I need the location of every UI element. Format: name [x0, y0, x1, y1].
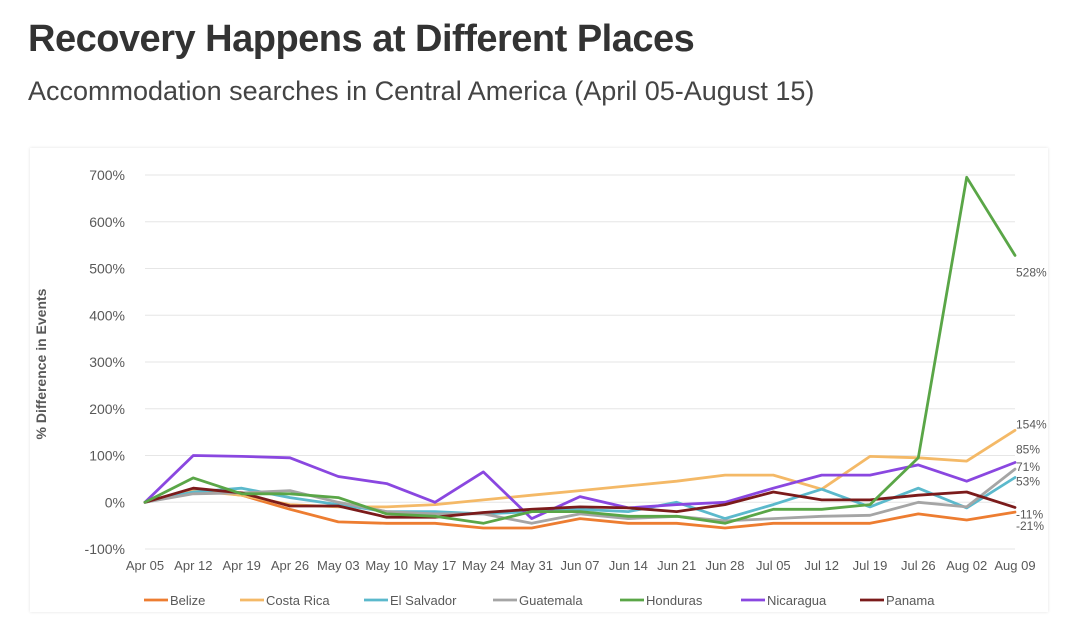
- legend-label-honduras: Honduras: [646, 593, 703, 608]
- legend-label-belize: Belize: [170, 593, 205, 608]
- line-chart: -100% 0% 100% 200% 300% 400% 500% 600% 700% Apr …: [33, 167, 1047, 608]
- x-tick-label: Jun 28: [705, 558, 744, 573]
- y-axis-label: % Difference in Events: [33, 288, 49, 439]
- end-label-belize: -21%: [1016, 519, 1044, 533]
- x-tick-label: Jun 21: [657, 558, 696, 573]
- x-tick-label: Apr 05: [126, 558, 164, 573]
- x-tick-label: May 31: [510, 558, 553, 573]
- chart-title: Recovery Happens at Different Places: [28, 18, 695, 60]
- x-tick-label: Jul 26: [901, 558, 936, 573]
- series-line-panama: [143, 486, 1017, 519]
- series-line-nicaragua: [143, 454, 1017, 521]
- legend-label-costa-rica: Costa Rica: [266, 593, 330, 608]
- end-label-nicaragua: 85%: [1016, 443, 1040, 457]
- legend: Belize Costa Rica El Salvador Guatemala Hond…: [144, 593, 935, 608]
- end-label-costa-rica: 154%: [1016, 417, 1047, 431]
- series-line-honduras: [143, 175, 1017, 525]
- x-tick-label: May 03: [317, 558, 360, 573]
- y-tick-label: 0%: [105, 494, 125, 510]
- y-tick-label: 500%: [89, 261, 125, 277]
- chart-subtitle: Accommodation searches in Central Americ…: [28, 76, 815, 106]
- x-tick-label: May 10: [365, 558, 408, 573]
- grid-lines: [145, 174, 1015, 550]
- end-label-guatemala: 71%: [1016, 460, 1040, 474]
- y-tick-label: 100%: [89, 448, 125, 464]
- legend-label-nicaragua: Nicaragua: [767, 593, 827, 608]
- x-tick-label: Aug 09: [994, 558, 1035, 573]
- series-line-el-salvador: [143, 476, 1017, 521]
- x-tick-label: Apr 19: [223, 558, 261, 573]
- legend-label-panama: Panama: [886, 593, 935, 608]
- y-tick-label: -100%: [85, 541, 125, 557]
- x-axis: Apr 05 Apr 12 Apr 19 Apr 26 May 03 May 10 May …: [126, 558, 1036, 573]
- y-tick-label: 300%: [89, 354, 125, 370]
- series-line-guatemala: [143, 467, 1017, 525]
- legend-label-el-salvador: El Salvador: [390, 593, 457, 608]
- x-tick-label: May 24: [462, 558, 505, 573]
- y-tick-label: 200%: [89, 401, 125, 417]
- y-axis: -100% 0% 100% 200% 300% 400% 500% 600% 700%: [85, 167, 125, 557]
- x-tick-label: Jul 19: [853, 558, 888, 573]
- end-label-panama: -11%: [1016, 507, 1043, 521]
- y-tick-label: 700%: [89, 167, 125, 183]
- x-tick-label: Jul 12: [804, 558, 839, 573]
- x-tick-label: May 17: [414, 558, 457, 573]
- x-tick-label: Jun 14: [609, 558, 648, 573]
- end-label-honduras: 528%: [1016, 265, 1047, 279]
- y-tick-label: 400%: [89, 307, 125, 323]
- x-tick-label: Apr 12: [174, 558, 212, 573]
- series-lines: [143, 175, 1017, 530]
- x-tick-label: Jul 05: [756, 558, 791, 573]
- series-line-belize: [143, 487, 1017, 530]
- legend-label-guatemala: Guatemala: [519, 593, 583, 608]
- end-labels: -21% 154% 53%71% 528% 85% -11%: [1016, 265, 1047, 533]
- x-tick-label: Jun 07: [560, 558, 599, 573]
- chart-card: -100% 0% 100% 200% 300% 400% 500% 600% 700% Apr …: [30, 148, 1048, 612]
- x-tick-label: Apr 26: [271, 558, 309, 573]
- end-label-el-salvador: 53%: [1016, 475, 1040, 489]
- x-tick-label: Aug 02: [946, 558, 987, 573]
- y-tick-label: 600%: [89, 214, 125, 230]
